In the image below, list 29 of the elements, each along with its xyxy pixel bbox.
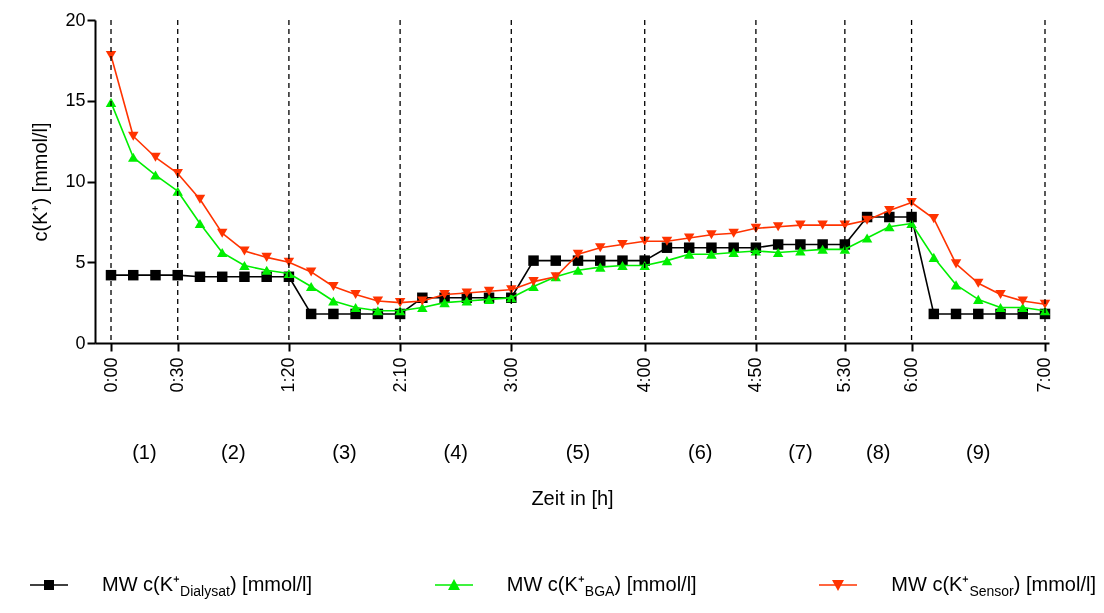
- x-tick-label: 0:00: [100, 357, 121, 393]
- y-tick-label: 15: [65, 90, 86, 111]
- text: (6): [688, 441, 713, 463]
- text: (4): [443, 441, 468, 463]
- y-tick-label: 10: [65, 171, 86, 191]
- legend-label: MW c(K⁺$_{Dialysat}$) [mmol/l]: [102, 572, 313, 599]
- text: (9): [966, 441, 991, 463]
- x-tick-label: 4:50: [745, 357, 766, 393]
- y-tick-label: 0: [75, 332, 86, 353]
- y-tick-label: 20: [65, 9, 86, 30]
- text: (8): [865, 441, 891, 463]
- text: (5): [565, 441, 591, 463]
- x-tick-label: 1:20: [278, 357, 299, 393]
- x-tick-label: 3:00: [500, 357, 521, 393]
- text: (3): [332, 441, 357, 463]
- y-tick-label: 5: [75, 251, 86, 272]
- x-tick-label: 4:00: [634, 357, 655, 393]
- x-tick-label: 7:00: [1034, 357, 1055, 393]
- x-tick-label: 0:30: [167, 357, 188, 393]
- x-axis-title: Zeit in [h]: [531, 486, 614, 509]
- x-tick-label: 2:10: [389, 357, 410, 393]
- x-tick-label: 6:00: [901, 357, 922, 393]
- legend-label: MW c(K⁺$_{BGA}$) [mmol/l]: [506, 572, 697, 599]
- x-tick-label: 5:30: [834, 357, 855, 393]
- legend-label: MW c(K⁺$_{Sensor}$) [mmol/l]: [891, 572, 1096, 599]
- y-axis-title: c(K⁺) [mmol/l]: [29, 122, 52, 242]
- text: (2): [221, 441, 246, 463]
- text: (1): [132, 441, 157, 463]
- text: (7): [788, 441, 813, 463]
